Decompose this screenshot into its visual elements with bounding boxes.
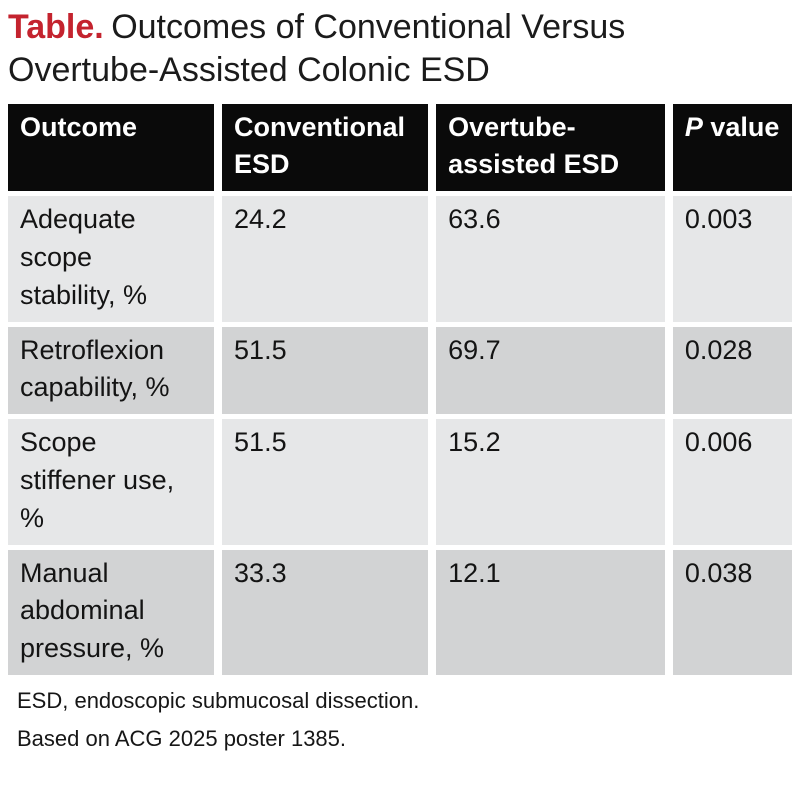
p-value-cell: 0.038 [672,549,792,681]
conventional-esd-value-cell: 24.2 [222,196,437,327]
overtube-esd-value-cell: 15.2 [436,419,673,550]
table-body: Adequate scope stability, % 24.2 63.6 0.… [8,196,792,681]
table-row-adequate-scope-stability: Adequate scope stability, % 24.2 63.6 0.… [8,196,792,327]
column-header-conventional-esd: Conventional ESD [222,103,437,197]
overtube-esd-value-cell: 63.6 [436,196,673,327]
page-title: Table. Outcomes of Conventional Versus Ov… [8,6,792,92]
outcome-cell: Adequate scope stability, % [8,196,223,327]
p-value-cell: 0.003 [672,196,792,327]
conventional-esd-value-cell: 33.3 [222,549,437,681]
table-row-manual-abdominal-pressure: Manual abdominal pressure, % 33.3 12.1 0… [8,549,792,681]
table-label: Table. [8,8,104,46]
column-header-outcome: Outcome [8,103,223,197]
column-header-overtube-assisted-esd: Overtube- assisted ESD [436,103,673,197]
footnote-source: Based on ACG 2025 poster 1385. [17,726,347,752]
title-text: Outcomes of Conventional Versus Overtube… [8,8,626,89]
table-row-retroflexion-capability: Retroflexion capability, % 51.5 69.7 0.0… [8,326,792,420]
outcome-cell: Scope stiffener use, % [8,419,223,550]
footnote-abbreviation: ESD, endoscopic submucosal dissection. [17,688,420,714]
table-row-scope-stiffener-use: Scope stiffener use, % 51.5 15.2 0.006 [8,419,792,550]
conventional-esd-value-cell: 51.5 [222,326,437,420]
header-row: Outcome Conventional ESD Overtube- assis… [8,103,792,197]
p-value-cell: 0.006 [672,419,792,550]
footnotes: ESD, endoscopic submucosal dissection. B… [8,688,792,753]
p-value-cell: 0.028 [672,326,792,420]
conventional-esd-value-cell: 51.5 [222,419,437,550]
overtube-esd-value-cell: 69.7 [436,326,673,420]
p-value-rest: value [702,111,780,142]
column-header-p-value: P value [672,103,792,197]
p-value-italic-p: P [684,111,703,142]
outcome-cell: Retroflexion capability, % [8,326,223,420]
table-figure: Table. Outcomes of Conventional Versus Ov… [8,6,792,753]
outcomes-table: Outcome Conventional ESD Overtube- assis… [8,103,792,681]
table-header: Outcome Conventional ESD Overtube- assis… [8,103,792,197]
outcome-cell: Manual abdominal pressure, % [8,549,223,681]
overtube-esd-value-cell: 12.1 [436,549,673,681]
